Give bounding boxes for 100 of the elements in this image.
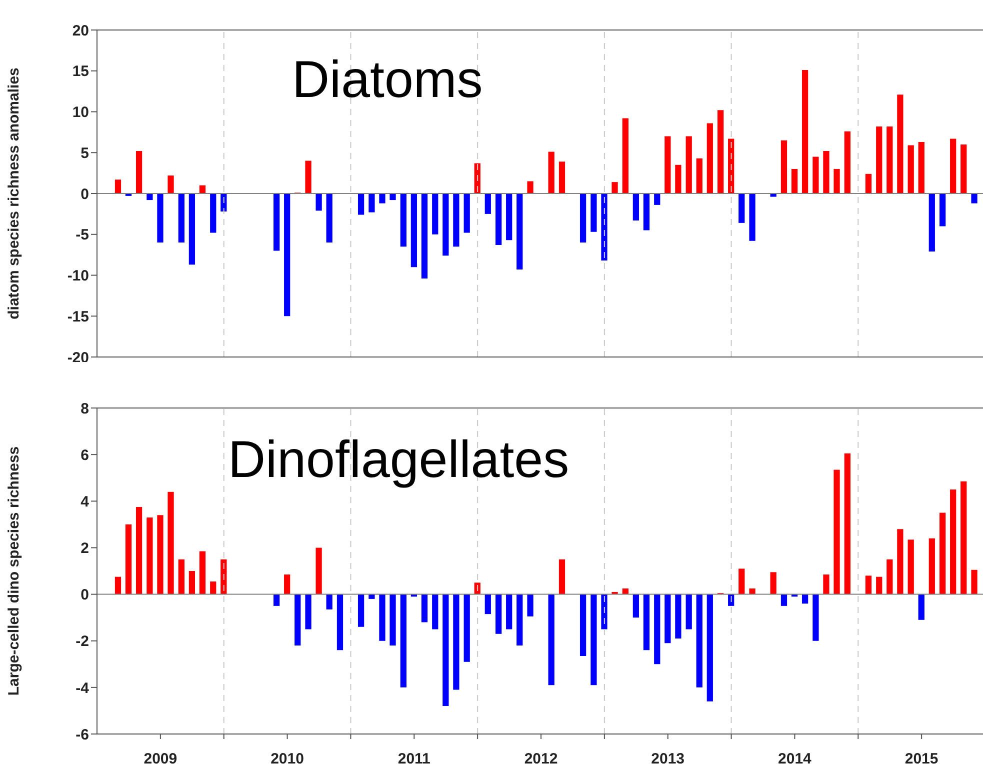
- bar: [188, 194, 196, 265]
- bar: [918, 594, 924, 620]
- bar: [791, 168, 798, 194]
- bar: [432, 594, 438, 630]
- y-tick-label: -15: [67, 308, 89, 326]
- bar: [749, 194, 756, 241]
- bar: [950, 490, 956, 594]
- bar: [950, 138, 956, 194]
- bar: [358, 594, 364, 627]
- bar: [696, 158, 702, 194]
- bar: [971, 194, 978, 204]
- bar: [516, 594, 523, 646]
- bar: [558, 559, 566, 594]
- bar: [326, 594, 332, 610]
- bar: [738, 194, 745, 223]
- y-tick-label: -2: [76, 633, 89, 650]
- x-tick-label: 2014: [778, 750, 812, 768]
- bar: [654, 594, 660, 664]
- bar: [442, 194, 449, 256]
- bar: [326, 194, 332, 243]
- bar: [316, 548, 322, 594]
- bar: [284, 194, 290, 316]
- bar: [199, 551, 206, 594]
- bar: [178, 194, 184, 243]
- chart-title: Diatoms: [292, 50, 483, 110]
- bar: [812, 594, 819, 641]
- x-tick-label: 2015: [904, 750, 938, 768]
- bar: [464, 194, 470, 233]
- x-tick-label: 2009: [144, 750, 178, 768]
- bar: [749, 588, 756, 594]
- y-tick-label: 2: [80, 540, 89, 558]
- y-tick-label: 10: [72, 104, 89, 122]
- y-tick-label: 6: [80, 446, 89, 464]
- bar: [527, 181, 534, 194]
- bar: [706, 123, 713, 194]
- bar: [780, 594, 788, 606]
- bar: [114, 576, 122, 594]
- x-tick-label: 2013: [651, 750, 685, 768]
- bar: [590, 594, 597, 686]
- y-tick-label: -4: [76, 680, 90, 697]
- y-tick-label: 15: [72, 63, 89, 80]
- bar: [865, 174, 872, 194]
- bar: [178, 559, 184, 594]
- bar: [188, 571, 196, 594]
- bar: [601, 194, 608, 261]
- bar: [199, 185, 206, 194]
- bar: [484, 194, 491, 214]
- bar: [453, 194, 460, 247]
- x-tick-label: 2011: [398, 750, 430, 768]
- y-tick-label: 8: [80, 400, 89, 418]
- bar: [421, 594, 428, 622]
- bar: [125, 524, 132, 594]
- bar: [802, 70, 808, 194]
- bar: [706, 594, 713, 702]
- bar: [908, 145, 914, 194]
- bar: [210, 194, 216, 233]
- bar: [168, 176, 174, 194]
- bar: [421, 194, 428, 279]
- bar: [834, 470, 840, 594]
- bar: [379, 594, 386, 641]
- bar: [400, 594, 406, 688]
- y-tick-label: -6: [76, 726, 89, 744]
- y-tick-label: 0: [80, 586, 89, 604]
- bar: [390, 194, 396, 200]
- bar: [379, 194, 386, 204]
- bar: [908, 540, 914, 594]
- bar: [918, 142, 924, 194]
- bar: [358, 194, 364, 215]
- y-tick-label: 4: [80, 493, 90, 510]
- bar: [632, 594, 640, 618]
- y-tick-label: 20: [72, 22, 89, 40]
- bar: [168, 492, 174, 594]
- bar: [812, 156, 819, 194]
- bar: [960, 144, 967, 194]
- bar: [939, 512, 946, 594]
- bar: [844, 453, 850, 594]
- bar: [643, 594, 650, 650]
- bar: [770, 572, 776, 594]
- y-tick-label: 0: [80, 186, 89, 203]
- bar: [686, 594, 692, 630]
- x-tick-label: 2010: [270, 750, 304, 768]
- bar: [590, 194, 597, 232]
- bar: [886, 126, 893, 194]
- bar: [580, 194, 586, 243]
- bar: [484, 594, 491, 614]
- bar: [410, 194, 418, 268]
- bar: [400, 194, 406, 247]
- bar: [675, 164, 682, 194]
- bar: [390, 594, 396, 646]
- bar: [284, 574, 290, 594]
- bar: [865, 576, 872, 594]
- bar: [675, 594, 682, 639]
- bar: [146, 517, 153, 594]
- bar: [506, 594, 512, 630]
- bar: [654, 194, 660, 205]
- bar: [516, 194, 523, 270]
- bar: [897, 94, 904, 194]
- bar: [273, 194, 280, 251]
- bar: [928, 194, 935, 252]
- bar: [336, 594, 344, 650]
